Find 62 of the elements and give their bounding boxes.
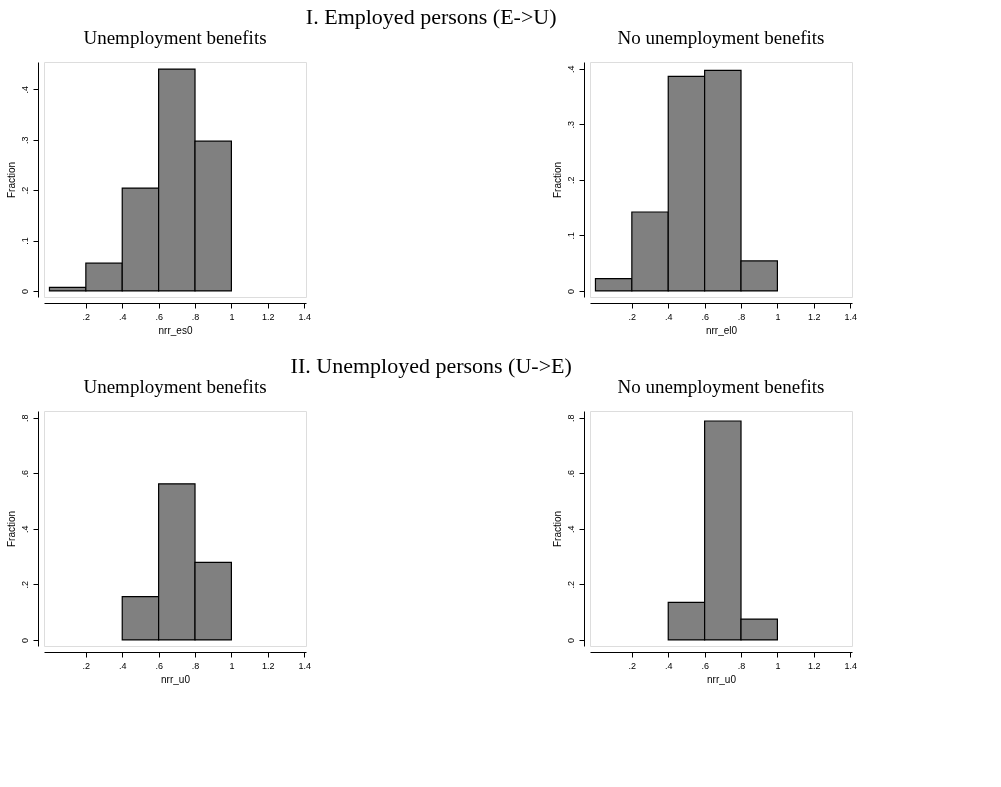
y-tick-label: .8	[565, 414, 576, 422]
x-tick-label: .8	[191, 311, 200, 322]
x-tick-label: .4	[664, 311, 673, 322]
y-tick-label: .6	[565, 469, 576, 478]
chart-title: Unemployment benefits	[83, 27, 267, 48]
chart-title: No unemployment benefits	[617, 376, 825, 397]
y-tick-label: 0	[565, 637, 576, 643]
x-tick-label: .6	[701, 311, 709, 322]
x-axis-title: nrr_u0	[707, 673, 737, 685]
y-tick-label: .1	[565, 232, 576, 240]
chart-title: No unemployment benefits	[617, 27, 825, 48]
y-tick-label: .4	[19, 525, 30, 534]
x-tick-label: .6	[701, 660, 709, 671]
x-tick-label: .2	[82, 660, 91, 671]
y-tick-label: .6	[19, 469, 30, 478]
y-axis-title: Fraction	[551, 510, 563, 548]
y-tick-label: .2	[565, 176, 576, 185]
y-tick-label: .2	[19, 186, 30, 195]
y-tick-label: 0	[19, 288, 30, 294]
y-axis-title: Fraction	[5, 161, 17, 199]
x-tick-label: .8	[737, 660, 746, 671]
x-axis-title: nrr_es0	[158, 324, 193, 336]
y-tick-label: .4	[565, 525, 576, 534]
y-tick-label: .4	[565, 65, 576, 73]
x-tick-label: 1.2	[808, 660, 821, 671]
y-tick-label: .3	[565, 120, 576, 129]
x-tick-label: .2	[82, 311, 91, 322]
x-tick-label: 1.4	[844, 311, 857, 322]
x-tick-label: 1	[229, 311, 235, 322]
y-tick-label: .2	[565, 581, 576, 589]
x-tick-label: .2	[628, 660, 637, 671]
text: II. Unemployed persons (U->E)	[290, 352, 572, 378]
x-tick-label: .4	[118, 660, 127, 671]
x-tick-label: 1	[775, 311, 781, 322]
y-tick-label: .8	[19, 414, 30, 422]
x-tick-label: .4	[118, 311, 127, 322]
x-tick-label: 1.4	[298, 311, 311, 322]
y-tick-label: 0	[565, 288, 576, 294]
y-axis-title: Fraction	[5, 510, 17, 548]
x-tick-label: .6	[155, 660, 163, 671]
x-tick-label: .2	[628, 311, 637, 322]
x-axis-title: nrr_u0	[161, 673, 191, 685]
y-tick-label: 0	[19, 637, 30, 643]
x-axis-title: nrr_el0	[705, 324, 738, 336]
x-tick-label: 1.2	[808, 311, 821, 322]
x-tick-label: .8	[737, 311, 746, 322]
x-tick-label: 1.2	[262, 311, 275, 322]
y-tick-label: .4	[19, 85, 30, 94]
x-tick-label: 1.4	[844, 660, 857, 671]
y-tick-label: .3	[19, 136, 30, 144]
x-tick-label: 1	[229, 660, 235, 671]
y-tick-label: .1	[19, 237, 30, 245]
text: I. Employed persons (E->U)	[305, 3, 557, 29]
x-tick-label: 1.2	[262, 660, 275, 671]
chart-title: Unemployment benefits	[83, 376, 267, 397]
x-tick-label: .4	[664, 660, 673, 671]
x-tick-label: 1	[775, 660, 781, 671]
x-tick-label: .6	[155, 311, 163, 322]
x-tick-label: .8	[191, 660, 200, 671]
y-axis-title: Fraction	[551, 161, 563, 199]
x-tick-label: 1.4	[298, 660, 311, 671]
y-tick-label: .2	[19, 581, 30, 589]
